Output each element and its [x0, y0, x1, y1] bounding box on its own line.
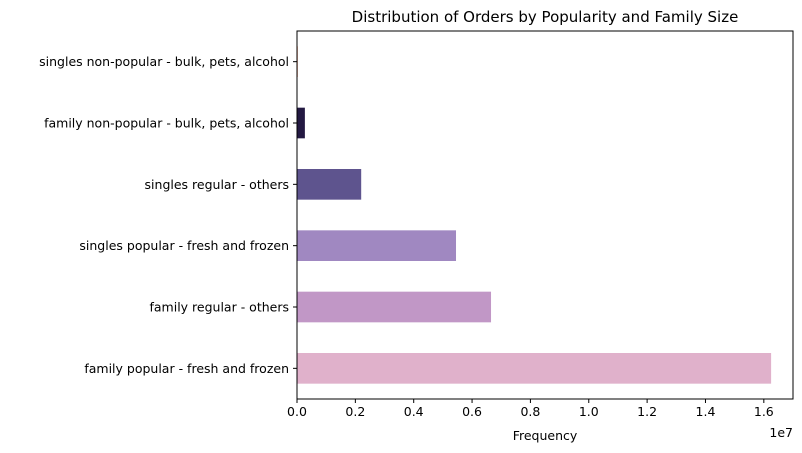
bar: [297, 107, 305, 139]
y-tick-label: family non-popular - bulk, pets, alcohol: [44, 116, 289, 131]
x-tick-label: 0.6: [462, 404, 482, 419]
x-axis-scale-note: 1e7: [769, 425, 793, 440]
bar: [297, 353, 772, 384]
y-tick-label: family popular - fresh and frozen: [84, 361, 289, 376]
y-tick-label: singles non-popular - bulk, pets, alcoho…: [39, 54, 289, 69]
x-tick-label: 0.8: [520, 404, 540, 419]
bar: [297, 291, 492, 323]
x-tick-label: 0.2: [345, 404, 365, 419]
y-axis-ticks: family popular - fresh and frozen family …: [39, 54, 297, 376]
chart-title: Distribution of Orders by Popularity and…: [352, 8, 739, 26]
x-tick-label: 0.0: [287, 404, 307, 419]
plot-frame: [296, 30, 794, 400]
y-tick-label: family regular - others: [149, 300, 289, 315]
x-axis-ticks: 0.0 0.2 0.4 0.6 0.8 1.0 1.2 1.4 1.6: [287, 399, 774, 419]
y-tick-label: singles regular - others: [145, 177, 289, 192]
x-axis-label: Frequency: [513, 428, 578, 443]
bar: [297, 230, 457, 261]
x-tick-label: 1.4: [696, 404, 716, 419]
bars-group: [297, 46, 772, 384]
x-tick-label: 1.2: [637, 404, 657, 419]
x-tick-label: 1.6: [754, 404, 774, 419]
x-tick-label: 1.0: [579, 404, 599, 419]
y-tick-label: singles popular - fresh and frozen: [79, 238, 289, 253]
x-tick-label: 0.4: [404, 404, 424, 419]
bar: [297, 169, 362, 200]
